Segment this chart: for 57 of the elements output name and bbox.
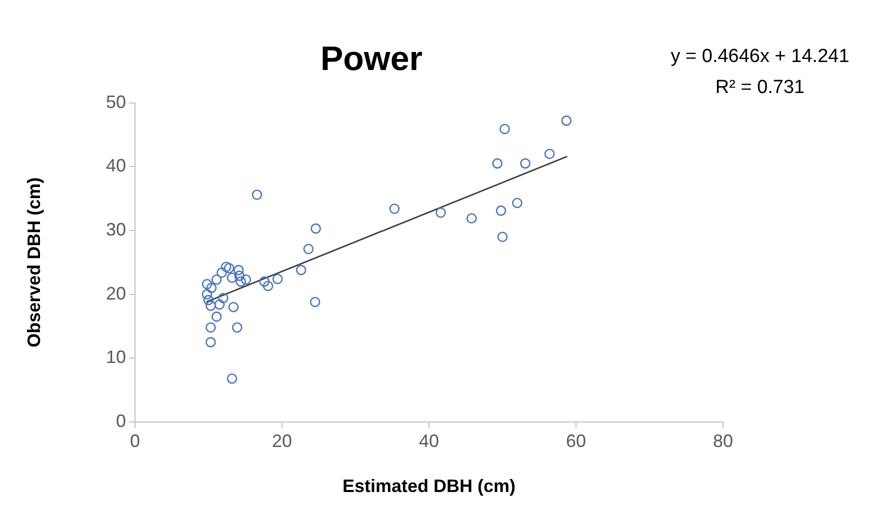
point — [500, 124, 510, 134]
y-tick-label: 0 — [116, 410, 126, 431]
point — [233, 264, 244, 276]
point — [497, 232, 508, 242]
point — [224, 262, 234, 274]
y-tick-label: 50 — [106, 92, 126, 112]
point — [303, 244, 314, 254]
point — [211, 274, 222, 285]
point — [216, 267, 227, 278]
point — [226, 272, 238, 283]
y-tick-label: 30 — [106, 219, 126, 240]
point — [206, 300, 216, 311]
point — [211, 312, 222, 322]
point — [561, 116, 572, 126]
point — [236, 276, 246, 287]
point — [228, 302, 239, 312]
point — [206, 282, 217, 294]
point — [240, 274, 252, 285]
point — [214, 299, 225, 310]
point — [206, 337, 216, 348]
point — [259, 276, 270, 287]
point — [544, 148, 555, 160]
point — [296, 264, 306, 276]
x-tick-label: 0 — [130, 430, 140, 451]
point — [389, 204, 400, 214]
point — [262, 280, 274, 292]
x-tick-label: 60 — [566, 430, 586, 451]
y-tick-label: 40 — [106, 156, 126, 176]
point — [203, 294, 214, 306]
point — [512, 198, 522, 208]
point — [226, 373, 238, 384]
point — [310, 223, 321, 234]
point — [496, 206, 506, 216]
point — [310, 296, 320, 308]
point — [492, 158, 503, 169]
y-tick-label: 20 — [106, 283, 126, 304]
point — [466, 213, 477, 224]
point — [232, 322, 242, 333]
point — [218, 293, 228, 304]
x-axis-title: Estimated DBH (cm) — [342, 476, 516, 496]
x-tick-label: 20 — [272, 430, 292, 451]
text: R² = 0.731 — [715, 77, 805, 98]
point — [252, 190, 262, 200]
x-tick-label: 40 — [418, 430, 440, 451]
point — [272, 274, 283, 284]
point — [202, 278, 212, 290]
point — [234, 270, 245, 281]
y-tick-label: 10 — [106, 347, 126, 368]
text: y = 0.4646x + 14.241 — [670, 46, 850, 68]
y-axis-title: Observed DBH (cm) — [24, 177, 44, 348]
point — [436, 207, 446, 218]
point — [206, 322, 216, 333]
point — [202, 289, 212, 300]
point — [520, 158, 530, 169]
chart-title: Power — [320, 40, 423, 78]
x-tick-label: 80 — [712, 430, 734, 451]
point — [220, 262, 232, 272]
